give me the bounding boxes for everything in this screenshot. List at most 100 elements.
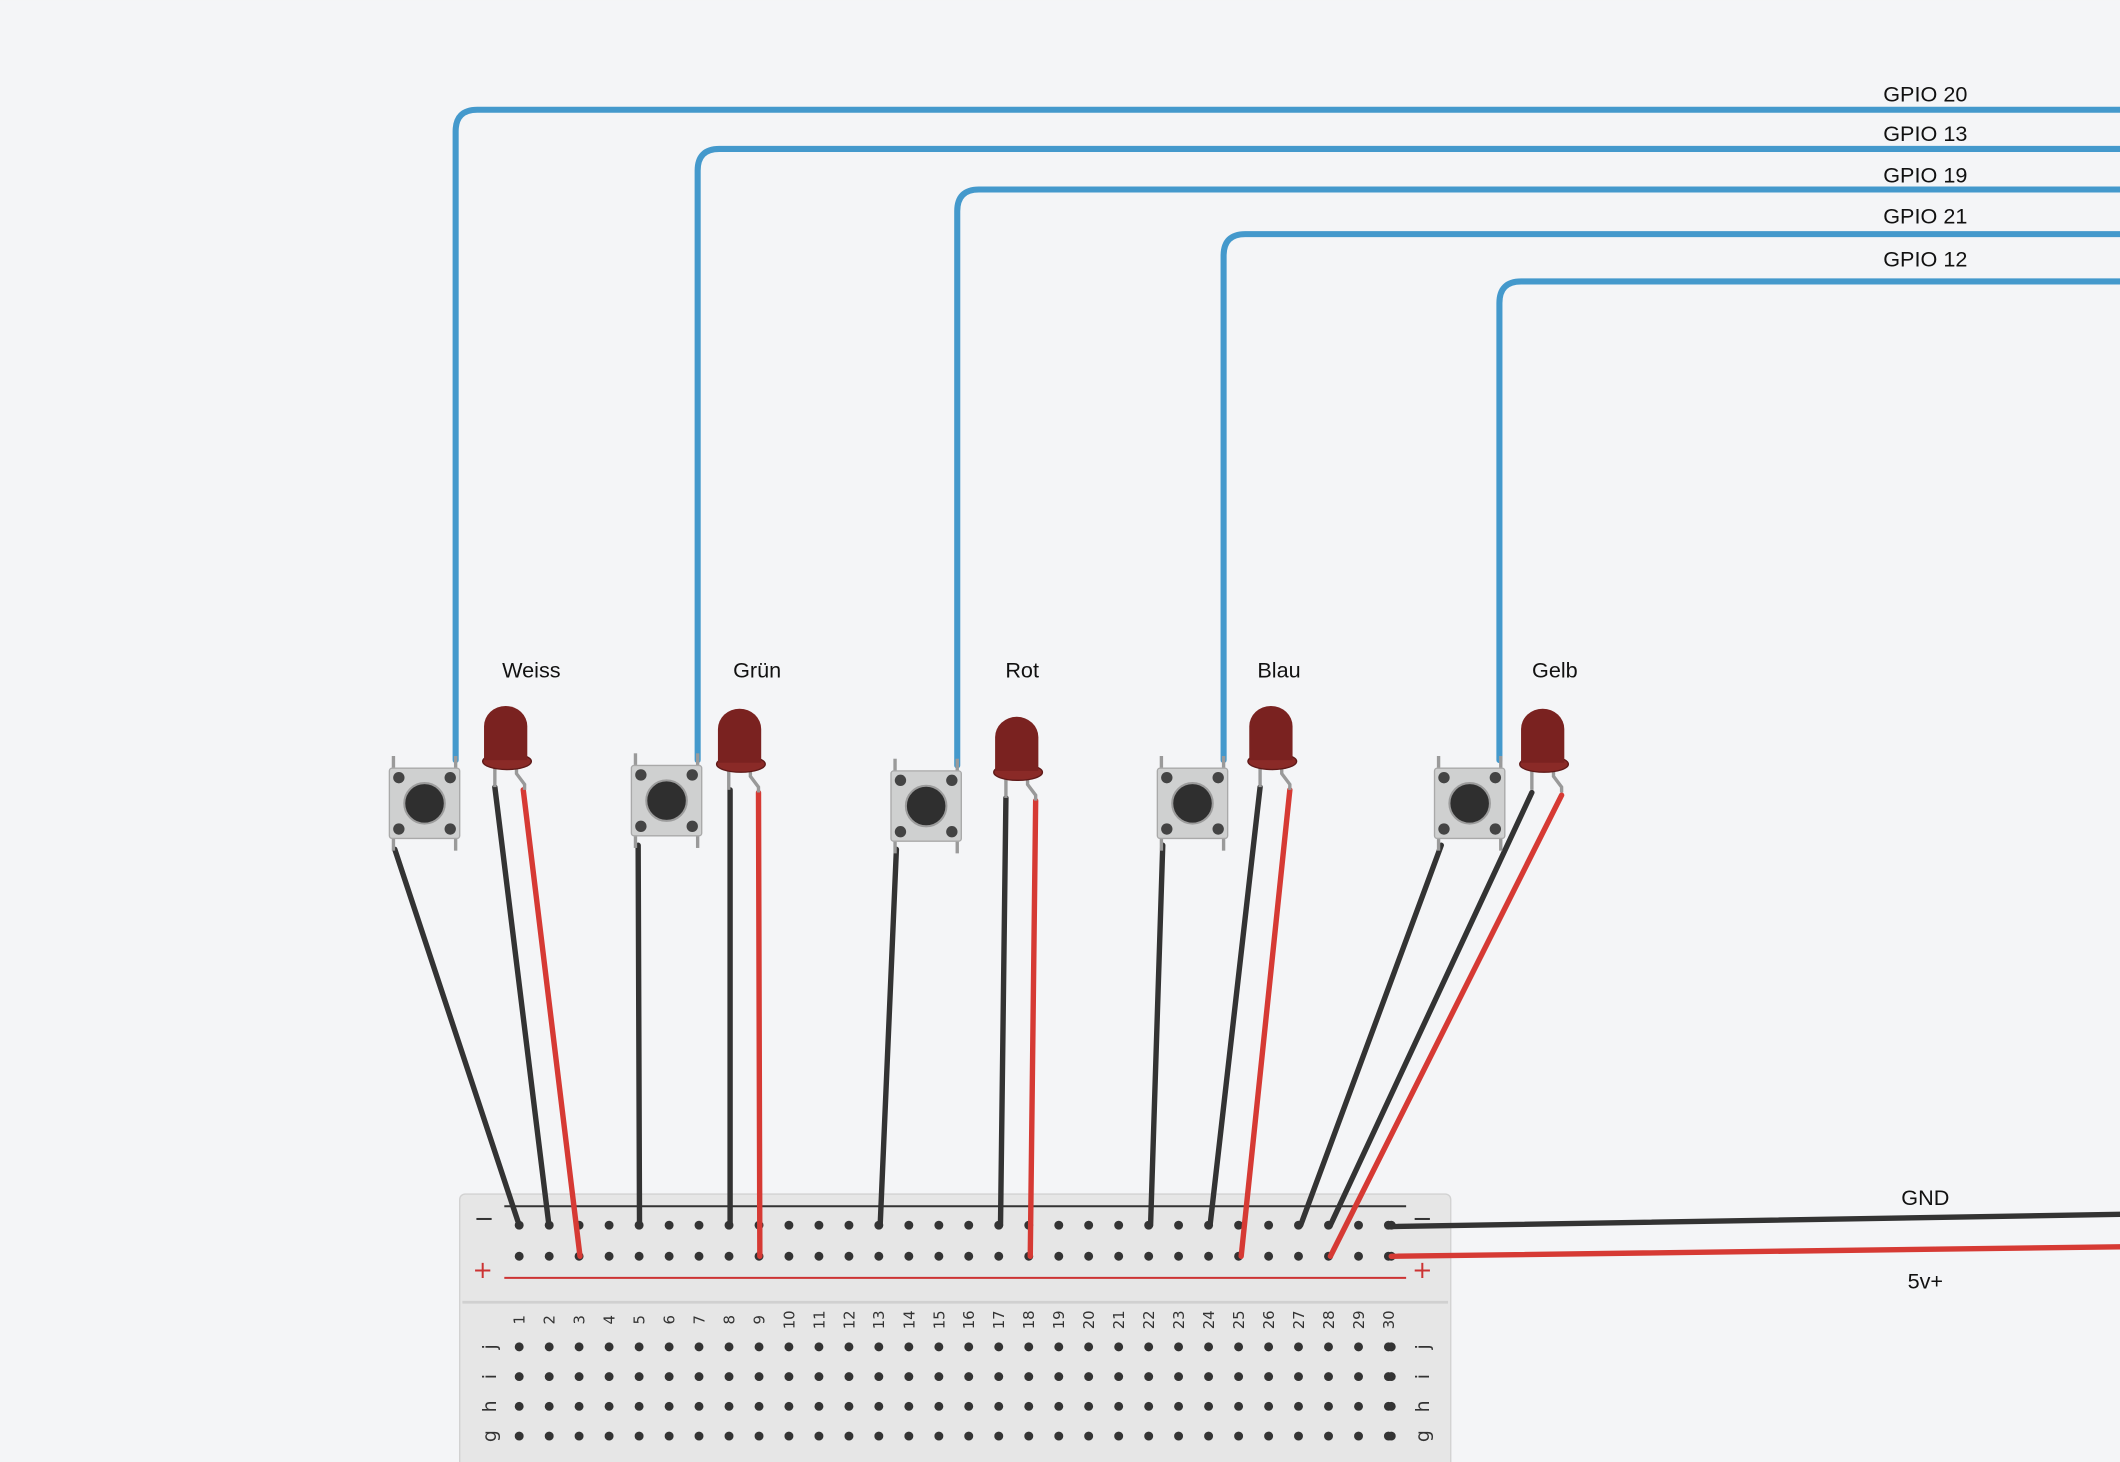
breadboard-hole [724, 1401, 734, 1411]
breadboard-hole [694, 1372, 704, 1382]
breadboard-hole [754, 1342, 764, 1352]
breadboard-hole [1324, 1342, 1333, 1352]
button-corner [444, 771, 456, 784]
gpio-label-21: GPIO 21 [1883, 203, 1967, 228]
breadboard-hole [1204, 1251, 1214, 1261]
column-number: 3 [570, 1315, 588, 1324]
breadboard-hole [814, 1220, 824, 1230]
breadboard-hole [1264, 1372, 1274, 1382]
row-letter: h [479, 1400, 501, 1412]
breadboard-hole [994, 1401, 1004, 1411]
ground-wire-button-blau [1147, 842, 1166, 1228]
breadboard-hole [724, 1251, 734, 1261]
breadboard-hole [874, 1401, 884, 1411]
breadboard-hole [754, 1431, 764, 1441]
breadboard-hole [934, 1220, 944, 1230]
breadboard-hole [934, 1251, 944, 1261]
breadboard-hole [1354, 1401, 1363, 1411]
button-corner [393, 823, 405, 835]
breadboard-hole [754, 1401, 764, 1411]
breadboard-hole [1144, 1431, 1154, 1441]
breadboard-hole [544, 1372, 554, 1382]
column-number: 23 [1170, 1310, 1188, 1329]
breadboard-hole [514, 1342, 524, 1352]
breadboard-hole [574, 1401, 584, 1411]
breadboard-hole [1114, 1220, 1124, 1230]
led [715, 708, 766, 793]
ground-wire-led-weiss [492, 784, 552, 1228]
breadboard-hole [724, 1342, 734, 1352]
breadboard-hole [1174, 1251, 1184, 1261]
gpio-wires [452, 106, 2120, 769]
gpio-wire-weiss [452, 106, 2120, 764]
row-letter: i [479, 1374, 501, 1379]
power-wire-led-weiss [520, 787, 583, 1259]
breadboard-hole [1144, 1251, 1154, 1261]
button-corner [946, 774, 958, 787]
breadboard-hole [904, 1401, 914, 1411]
breadboard-hole [874, 1251, 884, 1261]
led-label-gelb: Gelb [1532, 658, 1578, 683]
breadboard-hole [844, 1342, 854, 1352]
breadboard-hole [1386, 1401, 1396, 1411]
row-letter: i [1412, 1374, 1434, 1379]
breadboard-hole [784, 1372, 794, 1382]
breadboard-hole [1324, 1401, 1333, 1411]
breadboard-hole [664, 1342, 674, 1352]
breadboard: − − + + 1 2 3 4 5 6 7 8 9 10 11 12 13 14 15 16 17 18 19 20 2… [459, 1193, 1452, 1462]
breadboard-hole [514, 1431, 524, 1441]
column-number: 5 [631, 1315, 649, 1324]
breadboard-hole [814, 1342, 824, 1352]
breadboard-hole [514, 1401, 524, 1411]
breadboard-hole [604, 1251, 614, 1261]
led-label-weiss: Weiss [502, 658, 561, 683]
breadboard-hole [934, 1342, 944, 1352]
breadboard-hole [694, 1431, 704, 1441]
breadboard-hole [814, 1401, 824, 1411]
breadboard-hole [1024, 1342, 1034, 1352]
breadboard-hole [754, 1372, 764, 1382]
gpio-wire-blau [1220, 231, 2120, 764]
button-cap [1171, 782, 1214, 825]
breadboard-hole [604, 1342, 614, 1352]
gpio-label-20: GPIO 20 [1883, 82, 1967, 107]
breadboard-hole [994, 1342, 1004, 1352]
breadboard-hole [1174, 1401, 1184, 1411]
led [1519, 708, 1570, 793]
breadboard-hole [1386, 1372, 1396, 1382]
breadboard-hole [934, 1431, 944, 1441]
breadboard-hole [694, 1342, 704, 1352]
push-button [630, 753, 703, 848]
button-corner [1438, 823, 1450, 835]
breadboard-hole [844, 1251, 854, 1261]
row-letter: g [1412, 1430, 1434, 1442]
button-cap [904, 784, 948, 828]
breadboard-hole [874, 1431, 884, 1441]
led-dome [1521, 708, 1565, 763]
column-number: 17 [990, 1310, 1008, 1329]
breadboard-hole [604, 1401, 614, 1411]
breadboard-hole [1024, 1431, 1034, 1441]
push-button [388, 756, 461, 851]
column-number: 16 [960, 1310, 978, 1329]
power-wire-led-blau [1238, 787, 1293, 1259]
breadboard-hole [1084, 1372, 1094, 1382]
row-letter: j [1412, 1344, 1434, 1350]
breadboard-hole [574, 1372, 584, 1382]
breadboard-hole [1174, 1220, 1184, 1230]
led-label-blau: Blau [1257, 658, 1300, 683]
breadboard-hole [1144, 1401, 1154, 1411]
breadboard-hole [544, 1251, 554, 1261]
button-corner [894, 826, 907, 838]
breadboard-hole [964, 1342, 974, 1352]
breadboard-hole [874, 1342, 884, 1352]
column-number: 15 [930, 1310, 948, 1329]
breadboard-hole [1054, 1431, 1064, 1441]
column-number: 25 [1230, 1310, 1248, 1329]
led-labels: Weiss Grün Rot Blau Gelb [502, 658, 1578, 683]
button-corner [444, 823, 456, 835]
breadboard-hole [814, 1251, 824, 1261]
ground-wire-button-rot [877, 846, 900, 1228]
button-corner [686, 769, 698, 781]
